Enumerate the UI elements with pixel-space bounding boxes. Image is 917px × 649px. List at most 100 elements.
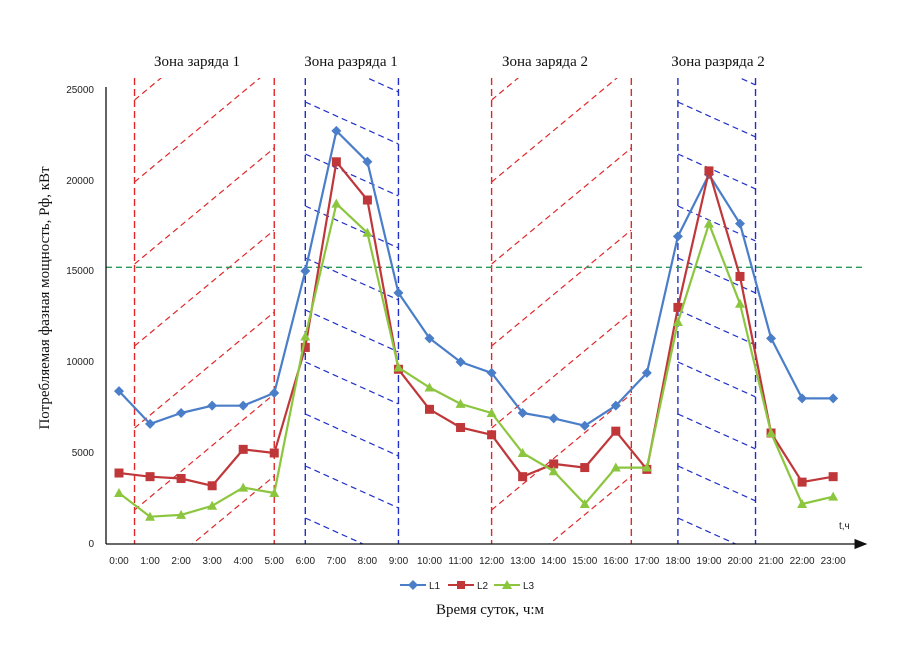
data-point-l3 xyxy=(579,498,590,508)
zone-hatch-discharge xyxy=(677,0,756,605)
data-point-l3 xyxy=(641,462,652,472)
data-point-l2 xyxy=(300,342,310,352)
zone-hatch-line xyxy=(305,309,399,353)
x-tick-label: 2:00 xyxy=(171,556,191,567)
zone-hatch-line xyxy=(305,205,399,249)
x-tick-label: 15:00 xyxy=(572,556,597,567)
data-point-l2 xyxy=(176,473,186,483)
data-point-l3 xyxy=(703,218,714,228)
data-point-l3 xyxy=(424,382,435,392)
x-tick-label: 21:00 xyxy=(759,556,784,567)
data-point-l1 xyxy=(641,367,652,378)
zone-hatch-line xyxy=(134,147,275,265)
data-point-l2 xyxy=(207,481,217,491)
x-tick-label: 1:00 xyxy=(140,556,160,567)
data-point-l3 xyxy=(207,500,218,510)
y-tick-label: 5000 xyxy=(72,448,95,459)
data-point-l2 xyxy=(362,195,372,205)
zone-hatch-line xyxy=(305,361,399,405)
x-tick-label: 22:00 xyxy=(790,556,815,567)
zone-hatch-charge xyxy=(134,78,275,649)
y-tick-label: 15000 xyxy=(66,266,94,277)
data-point-l1 xyxy=(486,367,497,378)
zone-label-discharge-1: Зона разряда 1 xyxy=(304,54,397,70)
data-point-l3 xyxy=(548,466,559,476)
data-point-l1 xyxy=(828,393,839,404)
x-tick-label: 19:00 xyxy=(696,556,721,567)
zone-hatch-line xyxy=(491,229,632,347)
x-ticks: 0:00 1:00 2:00 3:00 4:00 5:00 6:00 7:00 8:00 9:00… xyxy=(109,556,846,567)
zone-label-charge-1: Зона заряда 1 xyxy=(154,54,240,70)
data-point-l1 xyxy=(517,407,528,418)
series-line-l3 xyxy=(118,202,834,518)
data-point-l1 xyxy=(455,357,466,367)
zone-hatch-line xyxy=(134,78,162,101)
data-point-l2 xyxy=(704,166,714,176)
data-point-l3 xyxy=(331,198,342,208)
data-point-l1 xyxy=(176,407,187,418)
data-point-l2 xyxy=(456,423,466,433)
legend-label-l3: L3 xyxy=(523,581,535,592)
data-point-l2 xyxy=(735,271,745,281)
data-point-l2 xyxy=(518,472,528,482)
series-line-l1 xyxy=(118,129,834,427)
data-point-l2 xyxy=(331,157,341,167)
zone-hatch-line xyxy=(677,361,756,398)
legend-item-l2: L2 xyxy=(448,581,489,592)
data-point-l1 xyxy=(207,400,218,411)
zone-hatch-line xyxy=(677,309,756,346)
legend-item-l1: L1 xyxy=(400,580,441,592)
data-point-l1 xyxy=(331,125,342,136)
zone-hatch-line xyxy=(135,558,275,649)
data-point-l1 xyxy=(610,400,621,411)
zone-hatch-line xyxy=(491,78,520,101)
series-line-l2 xyxy=(118,160,834,487)
data-point-l1 xyxy=(114,386,124,397)
zone-hatch-discharge xyxy=(305,78,399,612)
x-tick-label: 16:00 xyxy=(603,556,628,567)
zone-hatch-line xyxy=(677,517,738,544)
data-point-l2 xyxy=(425,404,434,414)
data-point-l1 xyxy=(238,400,249,411)
legend-label-l1: L1 xyxy=(429,581,441,592)
data-point-l2 xyxy=(611,426,621,436)
x-tick-label: 14:00 xyxy=(541,556,566,567)
legend-item-l3: L3 xyxy=(494,580,535,592)
y-tick-label: 0 xyxy=(88,539,94,550)
x-axis-title: Время суток, ч:м xyxy=(436,602,545,618)
data-point-l3 xyxy=(238,482,249,492)
data-point-l1 xyxy=(362,156,373,167)
x-tick-label: 0:00 xyxy=(109,556,129,567)
zone-hatch-line xyxy=(134,78,261,183)
data-point-l3 xyxy=(828,491,839,501)
data-point-l3 xyxy=(269,488,280,498)
zone-hatch-line xyxy=(678,0,756,33)
zone-hatch-line xyxy=(305,257,399,301)
data-point-l3 xyxy=(797,498,808,508)
data-point-l1 xyxy=(145,418,156,429)
zone-hatch-line xyxy=(678,570,756,605)
data-point-l2 xyxy=(549,459,559,469)
x-tick-label: 10:00 xyxy=(417,556,442,567)
x-tick-label: 13:00 xyxy=(510,556,535,567)
zone-hatch-line xyxy=(738,78,756,86)
zone-hatch-line xyxy=(492,0,632,18)
x-tick-label: 23:00 xyxy=(821,556,846,567)
zone-hatch-line xyxy=(305,570,398,612)
data-point-l3 xyxy=(362,227,373,237)
data-point-l1 xyxy=(766,333,777,344)
data-point-l3 xyxy=(455,398,466,408)
data-point-l2 xyxy=(797,477,807,487)
legend: L1 L2 L3 xyxy=(400,580,535,592)
x-tick-label: 7:00 xyxy=(327,556,347,567)
zone-hatch-line xyxy=(548,475,632,544)
data-point-l2 xyxy=(580,463,590,473)
y-tick-label: 10000 xyxy=(66,357,94,368)
data-point-l2 xyxy=(238,444,248,454)
y-axis-title: Потребляемая фазная мощность, Рф, кВт xyxy=(37,166,53,430)
x-axis-unit-label: t,ч xyxy=(839,521,850,532)
data-point-l1 xyxy=(393,287,404,298)
data-point-l3 xyxy=(517,448,528,457)
zone-hatch-line xyxy=(366,78,399,93)
